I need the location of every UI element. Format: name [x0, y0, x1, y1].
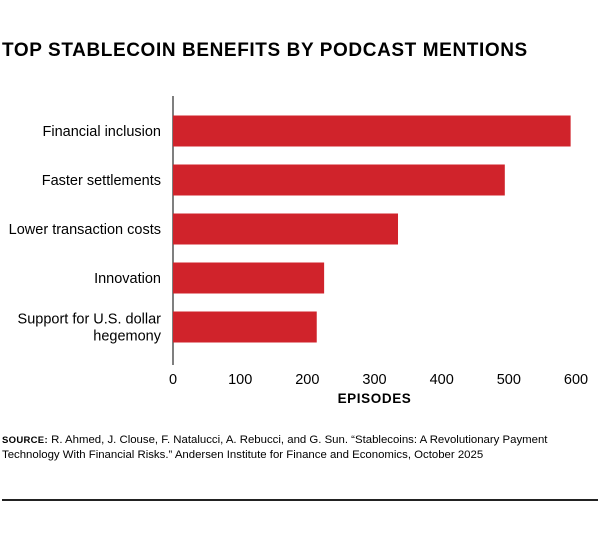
bar-2	[173, 213, 399, 245]
source-note: SOURCE: R. Ahmed, J. Clouse, F. Natalucc…	[2, 433, 598, 463]
x-tick-label-400: 400	[430, 372, 454, 388]
bar-1	[173, 164, 505, 196]
bar-chart: Financial inclusion Faster settlements Low…	[9, 96, 588, 406]
chart-title: TOP STABLECOIN BENEFITS BY PODCAST MENTI…	[2, 40, 528, 61]
x-tick-label-300: 300	[362, 372, 386, 388]
bar-4	[173, 311, 317, 343]
x-tick-label-0: 0	[169, 372, 177, 388]
x-tick-label-500: 500	[497, 372, 521, 388]
bar-0	[173, 115, 571, 147]
source-text: R. Ahmed, J. Clouse, F. Natalucci, A. Re…	[2, 434, 548, 461]
category-label-1: Faster settlements	[42, 173, 161, 189]
x-tick-label-200: 200	[295, 372, 319, 388]
x-tick-label-600: 600	[564, 372, 588, 388]
category-label-3: Innovation	[94, 271, 161, 287]
x-axis-label: EPISODES	[338, 391, 412, 406]
category-label-0: Financial inclusion	[43, 124, 161, 140]
category-label-4-line-1: hegemony	[93, 329, 161, 345]
bottom-divider	[2, 499, 598, 501]
category-label-2: Lower transaction costs	[9, 222, 161, 238]
x-tick-label-100: 100	[228, 372, 252, 388]
source-label: SOURCE:	[2, 435, 48, 446]
category-label-4-line-0: Support for U.S. dollar	[18, 312, 162, 328]
bar-3	[173, 262, 325, 294]
